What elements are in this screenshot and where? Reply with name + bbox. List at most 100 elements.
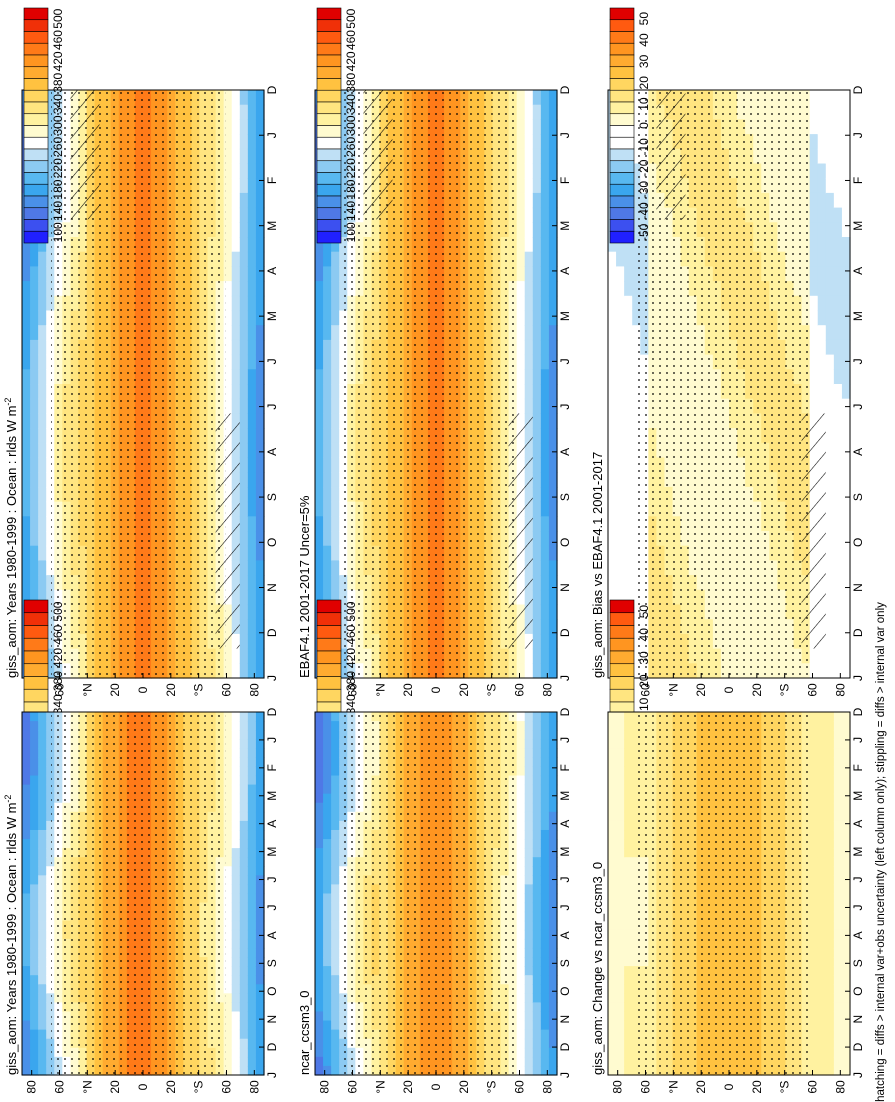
heatmap-cell	[239, 222, 249, 238]
heatmap-cell	[223, 866, 233, 876]
heatmap-cell	[247, 938, 257, 949]
heatmap-cell	[38, 793, 47, 804]
heatmap-cell	[46, 384, 55, 400]
heatmap-cell	[331, 820, 340, 831]
heatmap-cell	[331, 929, 340, 940]
heatmap-cell	[46, 295, 55, 312]
heatmap-cell	[540, 802, 550, 813]
heatmap-cell	[323, 442, 332, 459]
heatmap-cell	[540, 354, 550, 370]
heatmap-cell	[46, 119, 55, 135]
colorbar-swatch	[23, 113, 49, 126]
heatmap-cell	[255, 1038, 265, 1049]
heatmap-cell	[231, 857, 241, 867]
heatmap-cell	[231, 929, 241, 940]
heatmap-cell	[323, 730, 332, 740]
heatmap-cell	[315, 902, 324, 913]
heatmap-cell	[548, 148, 558, 165]
colorbar-label: 260	[51, 137, 65, 157]
heatmap-cell	[247, 354, 257, 370]
heatmap-cell	[38, 947, 47, 958]
colorbar-swatch	[23, 101, 49, 115]
heatmap-cell	[255, 784, 265, 795]
heatmap-cell	[247, 472, 257, 488]
heatmap-cell	[323, 1065, 332, 1076]
heatmap-cell	[22, 920, 31, 931]
heatmap-cell	[516, 281, 526, 297]
heatmap-cell	[231, 237, 241, 253]
heatmap-cell	[339, 222, 348, 238]
heatmap-cell	[524, 866, 534, 876]
month-tick-label: J	[265, 404, 279, 410]
month-tick-label: M	[265, 221, 279, 231]
heatmap-cell	[339, 442, 348, 459]
heatmap-cell	[30, 398, 39, 414]
colorbar-swatch	[23, 612, 49, 626]
heatmap-cell	[223, 993, 233, 1003]
hatching-overlay	[508, 413, 533, 649]
heatmap-cell	[331, 1065, 340, 1076]
heatmap-cell	[22, 984, 31, 994]
heatmap-cell	[532, 884, 542, 895]
heatmap-cell	[38, 929, 47, 940]
heatmap-cell	[247, 1011, 257, 1022]
heatmap-cell	[331, 875, 340, 886]
heatmap-cell	[323, 757, 332, 768]
heatmap-cell	[22, 501, 31, 517]
heatmap-cell	[223, 839, 233, 849]
heatmap-cell	[38, 848, 47, 858]
heatmap-cell	[331, 957, 340, 967]
heatmap-cell	[239, 721, 249, 731]
heatmap-cell	[339, 633, 348, 650]
heatmap-cell	[247, 884, 257, 895]
heatmap-cell	[331, 1038, 340, 1049]
heatmap-cell	[339, 793, 348, 804]
heatmap-cell	[548, 589, 558, 606]
heatmap-cell	[255, 134, 265, 150]
heatmap-cell	[223, 119, 233, 135]
heatmap-cell	[247, 90, 257, 106]
heatmap-cell	[540, 712, 550, 722]
heatmap-cell	[247, 793, 257, 804]
heatmap-cell	[339, 486, 348, 503]
heatmap-cell	[223, 966, 233, 976]
heatmap-cell	[223, 975, 233, 985]
heatmap-cell	[532, 1029, 542, 1040]
heatmap-cell	[223, 829, 233, 840]
colorbar-swatch	[316, 676, 342, 690]
heatmap-cell	[339, 237, 348, 253]
month-tick-label: O	[265, 987, 279, 996]
heatmap-cell	[223, 134, 233, 150]
heatmap-cell	[255, 984, 265, 994]
heatmap-cell	[22, 802, 31, 813]
heatmap-cell	[516, 793, 526, 804]
heatmap-cell	[247, 266, 257, 282]
heatmap-cell	[46, 472, 55, 488]
heatmap-cell	[38, 938, 47, 949]
lat-tick-label: 60	[346, 683, 360, 697]
heatmap-cell	[239, 104, 249, 120]
heatmap-cell	[231, 802, 241, 813]
heatmap-cell	[524, 1056, 534, 1067]
heatmap-cell	[239, 295, 249, 312]
heatmap-cell	[223, 1056, 233, 1067]
heatmap-cell	[524, 748, 534, 758]
heatmap-cell	[339, 829, 348, 840]
heatmap-cell	[540, 148, 550, 165]
heatmap-cell	[231, 757, 241, 768]
heatmap-cell	[323, 472, 332, 488]
heatmap-cell	[540, 920, 550, 931]
heatmap-cell	[30, 820, 39, 831]
heatmap-cell	[30, 884, 39, 895]
heatmap-cell	[30, 516, 39, 532]
heatmap-cell	[30, 237, 39, 253]
heatmap-cell	[223, 281, 233, 297]
month-tick-label: A	[265, 931, 279, 939]
heatmap-cell	[46, 1047, 55, 1058]
heatmap-cell	[540, 911, 550, 922]
heatmap-cell	[223, 938, 233, 949]
heatmap-cell	[239, 802, 249, 813]
heatmap-cell	[540, 222, 550, 238]
heatmap-cell	[524, 237, 534, 253]
heatmap-cell	[46, 163, 55, 179]
